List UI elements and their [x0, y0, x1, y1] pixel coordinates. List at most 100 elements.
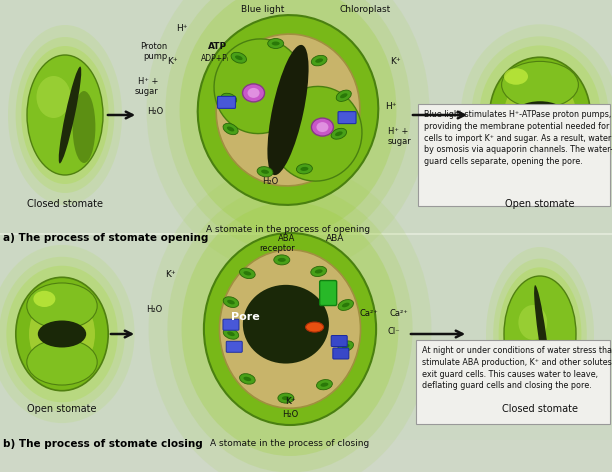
- Ellipse shape: [278, 258, 286, 262]
- Text: Blue light: Blue light: [241, 5, 285, 14]
- Ellipse shape: [518, 305, 547, 340]
- Ellipse shape: [38, 320, 86, 347]
- Ellipse shape: [27, 339, 97, 385]
- Ellipse shape: [0, 257, 125, 411]
- Ellipse shape: [257, 167, 273, 177]
- Text: H⁺: H⁺: [385, 102, 397, 111]
- Ellipse shape: [221, 93, 237, 104]
- Ellipse shape: [305, 322, 324, 332]
- Ellipse shape: [73, 91, 95, 163]
- Ellipse shape: [149, 163, 431, 472]
- Text: K⁺: K⁺: [166, 57, 177, 66]
- FancyBboxPatch shape: [319, 280, 337, 305]
- Text: ABA: ABA: [326, 234, 344, 243]
- Ellipse shape: [225, 96, 233, 101]
- Text: K⁺: K⁺: [165, 270, 175, 279]
- Text: Closed stomate: Closed stomate: [502, 404, 578, 414]
- Ellipse shape: [165, 0, 411, 252]
- Ellipse shape: [182, 202, 398, 456]
- Ellipse shape: [274, 255, 290, 265]
- Text: A stomate in the process of closing: A stomate in the process of closing: [211, 439, 370, 448]
- Ellipse shape: [34, 291, 56, 307]
- Ellipse shape: [242, 84, 264, 102]
- Text: H⁺ +
sugar: H⁺ + sugar: [134, 77, 158, 96]
- Ellipse shape: [479, 45, 601, 185]
- FancyBboxPatch shape: [226, 341, 242, 352]
- Ellipse shape: [504, 276, 576, 392]
- Ellipse shape: [239, 374, 255, 384]
- Ellipse shape: [168, 185, 412, 472]
- Bar: [0, 234, 612, 440]
- Ellipse shape: [231, 52, 247, 63]
- Ellipse shape: [261, 169, 269, 174]
- Ellipse shape: [486, 247, 594, 421]
- Ellipse shape: [336, 90, 351, 101]
- Ellipse shape: [29, 294, 95, 374]
- Ellipse shape: [316, 122, 329, 132]
- Ellipse shape: [335, 131, 343, 136]
- Text: ABA
receptor: ABA receptor: [259, 234, 295, 253]
- Ellipse shape: [312, 118, 334, 136]
- FancyBboxPatch shape: [333, 348, 349, 359]
- Ellipse shape: [338, 300, 354, 311]
- Ellipse shape: [311, 266, 327, 277]
- Ellipse shape: [471, 36, 609, 194]
- Text: A stomate in the process of opening: A stomate in the process of opening: [206, 225, 370, 234]
- Ellipse shape: [493, 259, 587, 409]
- Ellipse shape: [239, 268, 255, 278]
- Ellipse shape: [267, 39, 284, 49]
- Text: ATP: ATP: [209, 42, 228, 51]
- Ellipse shape: [21, 46, 109, 184]
- Text: Blue light stimulates H⁺-ATPase proton pumps,
providing the membrane potential n: Blue light stimulates H⁺-ATPase proton p…: [424, 110, 612, 166]
- Text: K⁺: K⁺: [390, 57, 400, 66]
- Text: Cl⁻: Cl⁻: [388, 328, 401, 337]
- Text: H₂O: H₂O: [146, 304, 162, 313]
- Ellipse shape: [244, 377, 252, 381]
- FancyBboxPatch shape: [223, 319, 239, 330]
- Ellipse shape: [340, 93, 348, 98]
- Ellipse shape: [504, 74, 576, 156]
- Ellipse shape: [504, 68, 528, 85]
- FancyBboxPatch shape: [418, 104, 610, 206]
- Ellipse shape: [300, 167, 308, 171]
- Ellipse shape: [342, 303, 349, 307]
- Text: Ca²⁺: Ca²⁺: [390, 310, 409, 319]
- FancyBboxPatch shape: [331, 336, 347, 346]
- Text: K⁺: K⁺: [285, 397, 296, 406]
- Ellipse shape: [227, 300, 235, 304]
- Ellipse shape: [342, 344, 349, 348]
- Text: H₂O: H₂O: [262, 177, 278, 186]
- Ellipse shape: [223, 297, 239, 307]
- Text: Proton
pump: Proton pump: [140, 42, 167, 61]
- Ellipse shape: [552, 145, 576, 162]
- Text: Chloroplast: Chloroplast: [340, 5, 391, 14]
- Text: At night or under conditions of water stress that
stimulate ABA production, K⁺ a: At night or under conditions of water st…: [422, 346, 612, 390]
- Ellipse shape: [315, 270, 323, 273]
- Ellipse shape: [8, 25, 122, 205]
- Ellipse shape: [331, 128, 346, 139]
- FancyBboxPatch shape: [217, 96, 236, 109]
- Ellipse shape: [223, 123, 238, 135]
- Ellipse shape: [15, 37, 114, 193]
- Ellipse shape: [502, 61, 578, 108]
- Text: b) The process of stomate closing: b) The process of stomate closing: [3, 439, 203, 449]
- Ellipse shape: [179, 0, 397, 236]
- Ellipse shape: [282, 396, 290, 400]
- Ellipse shape: [27, 55, 103, 175]
- Ellipse shape: [312, 55, 327, 66]
- Ellipse shape: [338, 341, 354, 352]
- Ellipse shape: [315, 59, 323, 63]
- Text: H₂O: H₂O: [147, 107, 163, 116]
- Ellipse shape: [316, 379, 332, 390]
- Ellipse shape: [513, 101, 566, 129]
- FancyBboxPatch shape: [338, 111, 356, 124]
- Ellipse shape: [235, 55, 242, 60]
- Text: a) The process of stomate opening: a) The process of stomate opening: [3, 233, 208, 243]
- Bar: [0, 0, 612, 234]
- Text: Pore: Pore: [231, 312, 259, 322]
- FancyBboxPatch shape: [416, 340, 610, 424]
- Ellipse shape: [198, 15, 378, 205]
- Text: Ca²⁺: Ca²⁺: [360, 310, 379, 319]
- Ellipse shape: [502, 122, 578, 169]
- Text: H⁺ +
sugar: H⁺ + sugar: [388, 127, 412, 146]
